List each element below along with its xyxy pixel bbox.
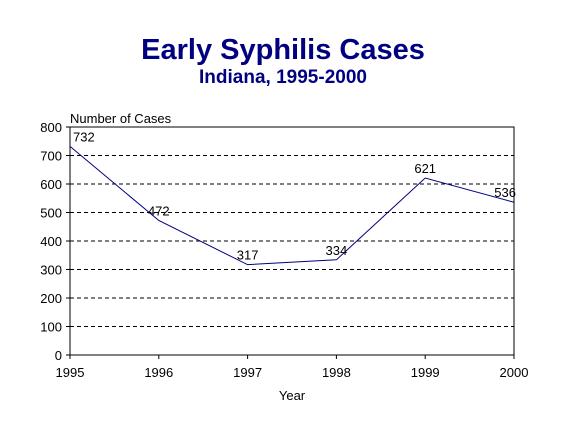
- x-axis-label: Year: [279, 388, 306, 403]
- data-label: 732: [73, 129, 95, 144]
- y-tick-label: 100: [40, 320, 62, 335]
- y-tick-label: 400: [40, 234, 62, 249]
- chart-subtitle: Indiana, 1995-2000: [199, 67, 367, 88]
- y-tick-label: 500: [40, 206, 62, 221]
- x-tick-label: 1997: [233, 365, 262, 380]
- data-label: 472: [148, 203, 170, 218]
- series-line: [69, 145, 515, 266]
- x-axis-ticks: 1995 1996 1997 1998 1999 2000: [56, 355, 529, 380]
- x-tick-label: 1998: [322, 365, 351, 380]
- data-label: 621: [414, 161, 436, 176]
- data-label: 334: [326, 243, 348, 258]
- data-label: 536: [494, 185, 516, 200]
- x-tick-label: 1995: [56, 365, 85, 380]
- y-axis-label: Number of Cases: [70, 111, 172, 126]
- data-label: 317: [237, 248, 259, 263]
- chart-title: Early Syphilis Cases: [141, 34, 425, 66]
- x-tick-label: 2000: [500, 365, 529, 380]
- data-labels: 732 472 317 334 621 536: [73, 129, 516, 262]
- y-tick-label: 700: [40, 149, 62, 164]
- x-tick-label: 1996: [144, 365, 173, 380]
- x-tick-label: 1999: [411, 365, 440, 380]
- y-tick-label: 0: [55, 348, 62, 363]
- y-axis-ticks: 0 100 200 300 400 500 600 700 800: [40, 120, 70, 363]
- y-tick-label: 300: [40, 263, 62, 278]
- y-tick-label: 800: [40, 120, 62, 135]
- y-tick-label: 600: [40, 177, 62, 192]
- gridlines: [70, 155, 514, 327]
- y-tick-label: 200: [40, 291, 62, 306]
